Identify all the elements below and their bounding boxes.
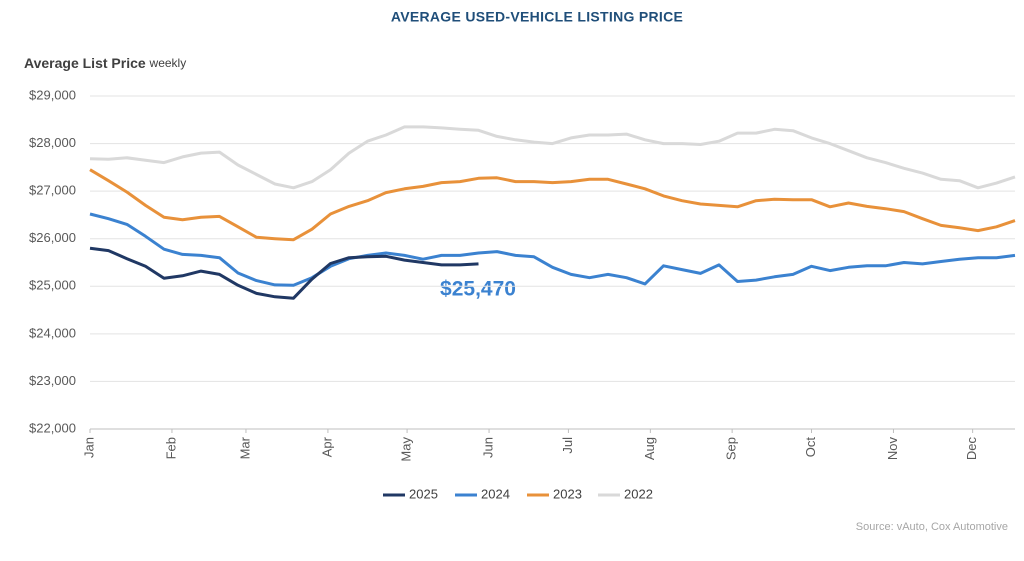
- legend-label: 2022: [624, 486, 653, 501]
- x-tick-label: Nov: [885, 437, 900, 461]
- source: Source: vAuto, Cox Automotive: [856, 521, 1008, 533]
- x-tick-label: Jun: [480, 437, 495, 458]
- legend-label: 2023: [553, 486, 582, 501]
- line-series: [89, 125, 1016, 190]
- x-tick-label: Mar: [237, 436, 252, 459]
- x-tick-label: Dec: [964, 437, 979, 461]
- x-tick-label: Sep: [724, 437, 739, 460]
- y-tick-label: $29,000: [29, 87, 76, 102]
- y-tick-label: $22,000: [29, 420, 76, 435]
- y-tick-label: $26,000: [29, 230, 76, 245]
- y-label: Average List Price: [24, 55, 146, 71]
- annotation: $25,470: [440, 278, 516, 301]
- x-tick-label: Feb: [163, 437, 178, 459]
- x-tick-label: Jul: [560, 437, 575, 454]
- y-tick-label: $24,000: [29, 325, 76, 340]
- line-series: [89, 212, 1016, 287]
- x-tick-label: May: [399, 437, 414, 462]
- line-series: [89, 246, 479, 300]
- x-tick-label: Apr: [319, 436, 334, 457]
- x-tick-label: Jan: [81, 437, 96, 458]
- y-tick-label: $25,000: [29, 278, 76, 293]
- y-axis-label: Average List Price weekly: [24, 55, 186, 71]
- x-tick-label: Oct: [803, 437, 818, 458]
- line-series: [89, 168, 1016, 242]
- legend-label: 2024: [481, 486, 510, 501]
- legend-label: 2025: [409, 486, 438, 501]
- y-tick-label: $23,000: [29, 373, 76, 388]
- x-tick-label: Aug: [642, 437, 657, 460]
- y-label-note: weekly: [149, 56, 187, 70]
- chart-title: AVERAGE USED-VEHICLE LISTING PRICE: [391, 9, 683, 25]
- y-tick-label: $27,000: [29, 183, 76, 198]
- y-tick-label: $28,000: [29, 135, 76, 150]
